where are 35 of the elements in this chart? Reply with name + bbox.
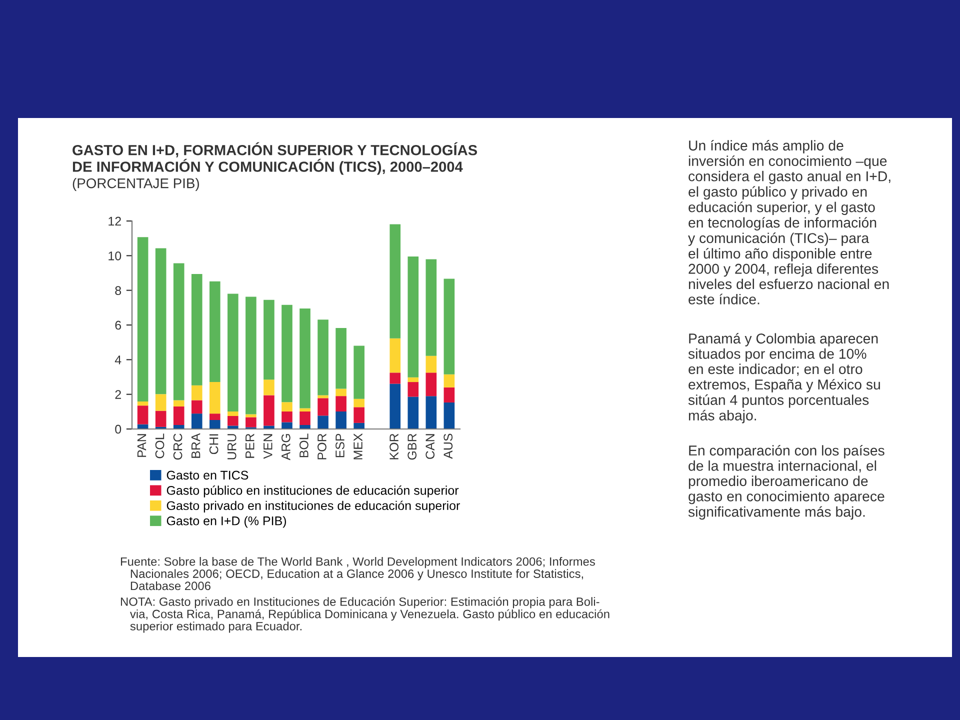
x-tick-label: COL — [155, 434, 164, 458]
x-tick-label: ESP — [336, 434, 344, 458]
legend-label: Gasto público en instituciones de educación superior — [166, 486, 459, 498]
legend-label: Gasto privado en instituciones de educación superior — [166, 500, 460, 513]
x-tick-label: GBR — [408, 434, 416, 460]
x-tick-label: PER — [246, 434, 254, 458]
x-tick-label: MEX — [354, 433, 362, 460]
x-tick-label: BOL — [300, 434, 308, 458]
x-tick-label: ARG — [281, 434, 290, 460]
text: Un índice más amplio de inversión en conocimiento –que considera el gasto anual en I+D, el gasto público y privado en educación superior, y el gasto en tecnologías de información y comunicación (TICs)– para el último año disponible entre 2000 y 2004, refleja diferentes niveles del esfuerzo nacional en este índice. — [688, 140, 890, 304]
x-tick-label: BRA — [192, 433, 200, 458]
y-tick-label: 6 — [115, 320, 122, 330]
x-tick-label: PAN — [137, 434, 146, 457]
x-tick-label: CAN — [426, 434, 435, 459]
y-tick-label: 8 — [115, 286, 122, 295]
x-tick-label: CRC — [173, 434, 182, 460]
x-tick-label: VEN — [264, 434, 272, 459]
y-tick-label: 10 — [108, 251, 122, 260]
x-tick-label: KOR — [390, 434, 398, 460]
chart-subtitle: (PORCENTAJE PIB) — [72, 178, 199, 191]
legend-label: Gasto en I+D (% PIB) — [166, 516, 286, 528]
y-tick-label: 4 — [114, 356, 122, 364]
legend-label: Gasto en TICS — [166, 470, 248, 480]
text: NOTA: Gasto privado en Instituciones de Educación Superior: Estimación propia para Boli- via, Costa Rica, Panamá, República Dominicana y Venezuela. Gasto público en educación superior estimado para Ecuador. — [120, 597, 610, 633]
x-tick-label: POR — [318, 434, 326, 460]
x-tick-label: URU — [228, 434, 236, 460]
y-tick-label: 0 — [115, 424, 122, 434]
x-tick-label: AUS — [444, 434, 453, 459]
x-tick-label: CHI — [209, 434, 218, 454]
text: En comparación con los países de la muestra internacional, el promedio iberoamericano de gasto en conocimiento aparece significativamente más bajo. — [688, 445, 884, 520]
y-tick-label: 12 — [108, 216, 121, 226]
text: Panamá y Colombia aparecen situados por encima de 10% en este indicador; en el otro extremos, España y México su sitúan 4 puntos porcentuales más abajo. — [688, 333, 880, 424]
source-note: Fuente: Sobre la base de The World Bank , World Development Indicators 2006; Informes Nacionales 2006; OECD, Education at a Glance 2006 y Unesco Institute for Statistics, Database 2006 — [120, 557, 595, 590]
y-tick-label: 2 — [115, 390, 121, 399]
chart-title: GASTO EN I+D, FORMACIÓN SUPERIOR Y TECNOLOGÍAS DE INFORMACIÓN Y COMUNICACIÓN (TICS), 2000–2004 — [72, 142, 478, 175]
